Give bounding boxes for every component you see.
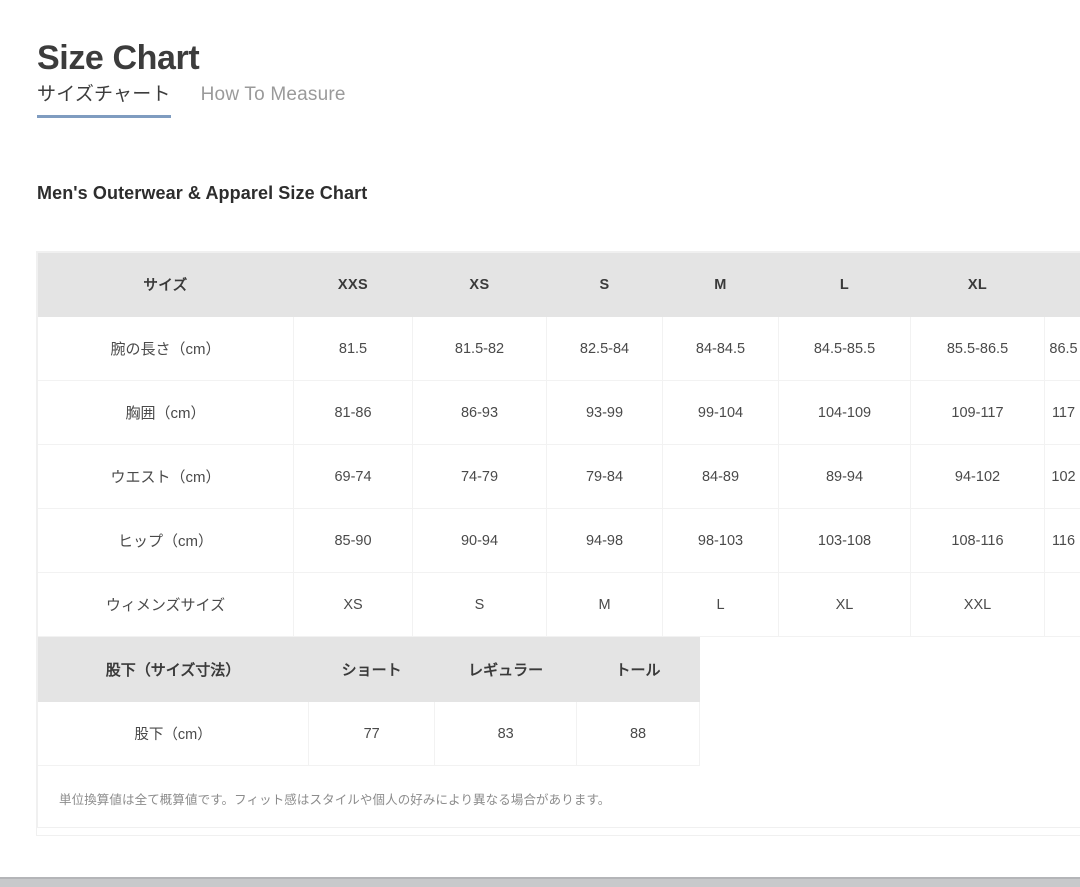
cell-waist-m: 84-89 [662, 444, 779, 509]
row-label-hip: ヒップ（cm） [37, 508, 294, 573]
cell-chest-s: 93-99 [546, 380, 663, 445]
cell-arm-s: 82.5-84 [546, 316, 663, 381]
cell-waist-s: 79-84 [546, 444, 663, 509]
cell-chest-l: 104-109 [778, 380, 911, 445]
column-header-size: サイズ [37, 252, 294, 317]
column-header-inseam: 股下（サイズ寸法） [37, 637, 310, 702]
cell-arm-l: 84.5-85.5 [778, 316, 911, 381]
table-row: ウィメンズサイズ XS S M L XL XXL [37, 572, 1080, 637]
bottom-chrome-bar [0, 877, 1080, 887]
cell-womens-xl: XXL [910, 572, 1045, 637]
page-title: Size Chart [37, 38, 200, 77]
cell-hip-xs: 90-94 [412, 508, 547, 573]
cell-inseam-short: 77 [308, 701, 436, 766]
column-header-s: S [546, 252, 663, 317]
table-row: 胸囲（cm） 81-86 86-93 93-99 99-104 104-109 … [37, 380, 1080, 445]
row-label-waist: ウエスト（cm） [37, 444, 294, 509]
table-footnote: 単位換算値は全て概算値です。フィット感はスタイルや個人の好みにより異なる場合があ… [37, 766, 1080, 835]
column-header-xxl-clipped [1044, 252, 1080, 317]
cell-chest-xxs: 81-86 [293, 380, 413, 445]
inseam-header-row: 股下（サイズ寸法） ショート レギュラー トール [37, 637, 700, 702]
cell-hip-xl: 108-116 [910, 508, 1045, 573]
column-header-l: L [778, 252, 911, 317]
cell-hip-xxl-clipped: 116 [1044, 508, 1080, 573]
tab-bar: サイズチャート How To Measure [37, 82, 376, 130]
cell-waist-xxl-clipped: 102 [1044, 444, 1080, 509]
cell-arm-xxl-clipped: 86.5 [1044, 316, 1080, 381]
cell-waist-xxs: 69-74 [293, 444, 413, 509]
cell-inseam-tall: 88 [576, 701, 700, 766]
cell-waist-xs: 74-79 [412, 444, 547, 509]
column-header-xl: XL [910, 252, 1045, 317]
cell-hip-s: 94-98 [546, 508, 663, 573]
cell-arm-m: 84-84.5 [662, 316, 779, 381]
cell-womens-xxl-clipped [1044, 572, 1080, 637]
table-row: 腕の長さ（cm） 81.5 81.5-82 82.5-84 84-84.5 84… [37, 316, 1080, 381]
cell-chest-xxl-clipped: 117 [1044, 380, 1080, 445]
table-header-row: サイズ XXS XS S M L XL [37, 252, 1080, 317]
inseam-table-container: 股下（サイズ寸法） ショート レギュラー トール 股下（cm） 77 83 88 [37, 637, 700, 766]
column-header-xs: XS [412, 252, 547, 317]
tab-size-chart[interactable]: サイズチャート [37, 82, 171, 118]
cell-arm-xs: 81.5-82 [412, 316, 547, 381]
column-header-m: M [662, 252, 779, 317]
row-label-arm-length: 腕の長さ（cm） [37, 316, 294, 381]
row-label-chest: 胸囲（cm） [37, 380, 294, 445]
cell-womens-s: M [546, 572, 663, 637]
cell-arm-xl: 85.5-86.5 [910, 316, 1045, 381]
row-label-womens-size: ウィメンズサイズ [37, 572, 294, 637]
table-row: ヒップ（cm） 85-90 90-94 94-98 98-103 103-108… [37, 508, 1080, 573]
section-title: Men's Outerwear & Apparel Size Chart [37, 182, 368, 203]
size-table-container: サイズ XXS XS S M L XL 腕の長さ（cm） 81.5 81.5-8… [37, 252, 1080, 835]
cell-womens-l: XL [778, 572, 911, 637]
cell-womens-xs: S [412, 572, 547, 637]
row-label-inseam-cm: 股下（cm） [37, 701, 310, 766]
column-header-short: ショート [308, 637, 436, 702]
cell-waist-l: 89-94 [778, 444, 911, 509]
table-row: ウエスト（cm） 69-74 74-79 79-84 84-89 89-94 9… [37, 444, 1080, 509]
table-row: 股下（cm） 77 83 88 [37, 701, 700, 766]
cell-hip-m: 98-103 [662, 508, 779, 573]
cell-waist-xl: 94-102 [910, 444, 1045, 509]
main-size-table: サイズ XXS XS S M L XL 腕の長さ（cm） 81.5 81.5-8… [37, 252, 1080, 637]
cell-chest-xl: 109-117 [910, 380, 1045, 445]
cell-hip-l: 103-108 [778, 508, 911, 573]
column-header-tall: トール [576, 637, 700, 702]
tab-how-to-measure[interactable]: How To Measure [201, 82, 346, 118]
cell-hip-xxs: 85-90 [293, 508, 413, 573]
cell-womens-m: L [662, 572, 779, 637]
cell-chest-xs: 86-93 [412, 380, 547, 445]
inseam-size-table: 股下（サイズ寸法） ショート レギュラー トール 股下（cm） 77 83 88 [37, 637, 700, 766]
cell-inseam-regular: 83 [434, 701, 578, 766]
column-header-xxs: XXS [293, 252, 413, 317]
cell-chest-m: 99-104 [662, 380, 779, 445]
cell-womens-xxs: XS [293, 572, 413, 637]
column-header-regular: レギュラー [434, 637, 578, 702]
cell-arm-xxs: 81.5 [293, 316, 413, 381]
